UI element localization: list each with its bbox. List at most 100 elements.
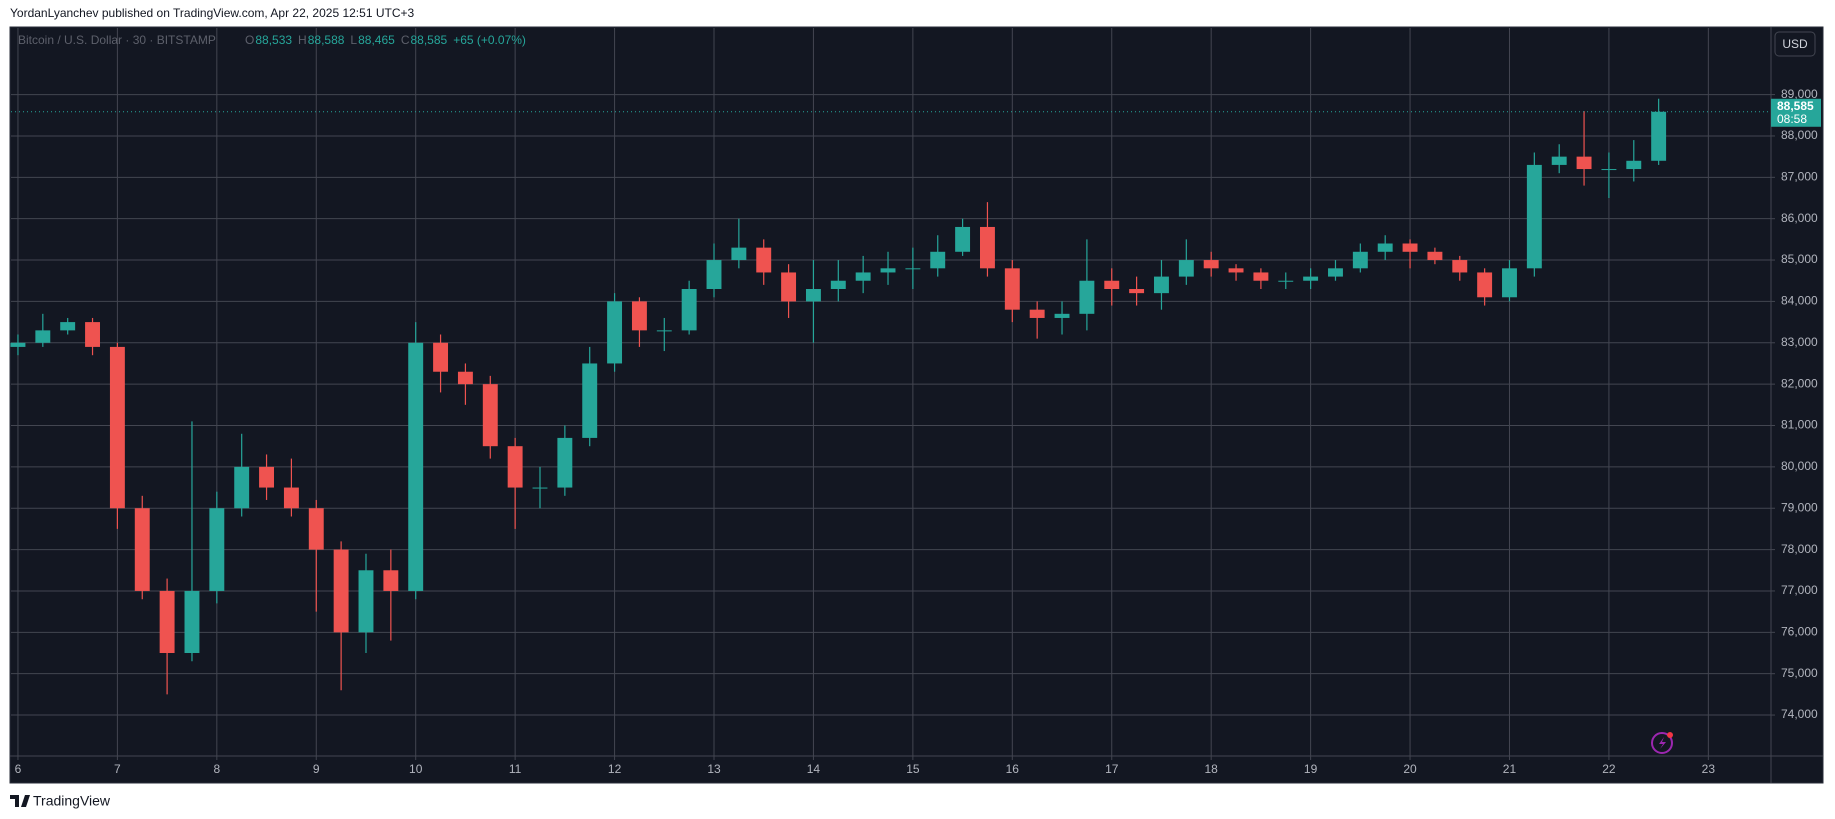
- candle-body: [955, 226, 971, 252]
- candle-body: [731, 247, 747, 261]
- countdown-label: 08:58: [1777, 112, 1807, 126]
- candle-body: [259, 466, 275, 488]
- x-tick-label: 11: [509, 762, 522, 776]
- lightning-icon[interactable]: [1651, 732, 1673, 754]
- candle-body: [1601, 169, 1617, 171]
- candle-body: [1178, 260, 1194, 277]
- candle-body: [383, 570, 399, 591]
- y-tick-label: 89,000: [1781, 87, 1818, 101]
- candle-body: [283, 487, 299, 509]
- candle-body: [532, 487, 548, 489]
- candle-body: [184, 590, 200, 654]
- y-tick-label: 82,000: [1781, 376, 1818, 390]
- candle-body: [482, 384, 498, 447]
- plot-area: [10, 28, 1771, 756]
- candle-body: [557, 437, 573, 488]
- footer-brand: TradingView: [33, 793, 111, 809]
- x-tick-label: 16: [1006, 762, 1020, 776]
- candle-body: [781, 272, 797, 302]
- candle-body: [1352, 251, 1368, 269]
- candle-body: [1203, 260, 1219, 269]
- candle-body: [109, 346, 125, 509]
- candle-body: [979, 226, 995, 269]
- y-tick-label: 85,000: [1781, 252, 1818, 266]
- x-tick-label: 9: [313, 762, 320, 776]
- y-tick-label: 86,000: [1781, 211, 1818, 225]
- logo-mark: [10, 795, 30, 807]
- candle-body: [656, 330, 672, 332]
- candle-body: [1402, 243, 1418, 252]
- candle-body: [1079, 280, 1095, 314]
- candle-body: [631, 301, 647, 331]
- candle-body: [880, 268, 896, 273]
- candle-body: [507, 446, 523, 488]
- candle-body: [457, 371, 473, 385]
- candle-body: [1004, 268, 1020, 310]
- candle-body: [408, 342, 424, 591]
- y-tick-label: 88,000: [1781, 128, 1818, 142]
- y-tick-label: 79,000: [1781, 500, 1818, 514]
- candle-body: [1576, 156, 1592, 170]
- candle-body: [10, 342, 26, 347]
- candle-body: [855, 272, 871, 281]
- y-tick-label: 77,000: [1781, 583, 1818, 597]
- candle-body: [1303, 276, 1319, 281]
- chart-panel: [9, 26, 1824, 784]
- x-tick-label: 17: [1105, 762, 1119, 776]
- tv-logo: [10, 795, 30, 807]
- x-tick-label: 21: [1503, 762, 1517, 776]
- y-tick-label: 84,000: [1781, 294, 1818, 308]
- candle-body: [234, 466, 250, 509]
- candle-body: [756, 247, 772, 273]
- candle-body: [333, 549, 349, 633]
- ohlc-key: C: [401, 33, 410, 47]
- x-tick-label: 15: [906, 762, 920, 776]
- icon-ring: [1651, 732, 1673, 754]
- candle-body: [308, 508, 324, 550]
- x-tick-label: 23: [1702, 762, 1716, 776]
- candle-body: [1154, 276, 1169, 294]
- y-tick-label: 75,000: [1781, 666, 1818, 680]
- ohlc-value: 88,465: [358, 33, 395, 47]
- candle-body: [1427, 251, 1443, 261]
- y-tick-label: 81,000: [1781, 418, 1818, 432]
- y-tick-label: 78,000: [1781, 542, 1818, 556]
- y-tick-label: 83,000: [1781, 335, 1818, 349]
- candle-body: [1054, 313, 1070, 318]
- symbol-label: Bitcoin / U.S. Dollar · 30 · BITSTAMP: [18, 33, 216, 47]
- candle-body: [209, 508, 225, 591]
- y-tick-label: 74,000: [1781, 707, 1818, 721]
- candle-body: [1551, 156, 1567, 165]
- x-tick-label: 7: [114, 762, 121, 776]
- icon-dot: [1667, 732, 1673, 738]
- candle-body: [358, 570, 374, 633]
- x-tick-label: 14: [807, 762, 821, 776]
- candle-body: [159, 590, 175, 654]
- y-tick-label: 80,000: [1781, 459, 1818, 473]
- change-label: +65 (+0.07%): [453, 33, 526, 47]
- candle-body: [930, 251, 946, 269]
- candle-body: [805, 289, 821, 302]
- candle-body: [607, 301, 623, 364]
- x-tick-label: 12: [608, 762, 622, 776]
- candle-body: [35, 330, 51, 343]
- x-tick-label: 19: [1304, 762, 1318, 776]
- ohlc-value: 88,588: [308, 33, 345, 47]
- currency-button[interactable]: [1774, 31, 1816, 57]
- x-tick-label: 22: [1602, 762, 1616, 776]
- ohlc-legend: O 88,533 H 88,588 L 88,465 C 88,585 +65 (+0.07%): [245, 33, 526, 47]
- candle-body: [1129, 289, 1145, 294]
- candle-body: [905, 268, 921, 270]
- ohlc-key: H: [298, 33, 307, 47]
- candle-body: [1328, 268, 1343, 277]
- ohlc-value: 88,533: [255, 33, 292, 47]
- candle-body: [1377, 243, 1393, 252]
- x-tick-label: 20: [1403, 762, 1417, 776]
- candle-body: [1228, 268, 1244, 273]
- candle-body: [1029, 309, 1045, 318]
- candle-body: [85, 322, 100, 347]
- currency-label[interactable]: USD: [1782, 37, 1808, 51]
- candle-body: [582, 363, 598, 438]
